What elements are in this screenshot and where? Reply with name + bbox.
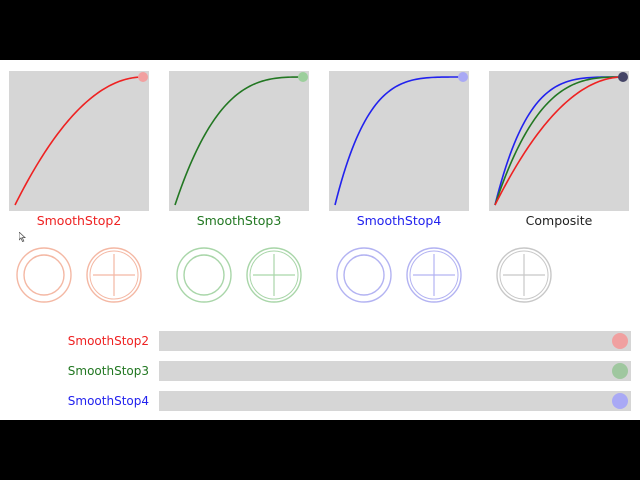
graph-smoothstop2	[9, 71, 149, 211]
slider-label-smoothstop4: SmoothStop4	[67, 394, 149, 408]
slider-knob-smoothstop3[interactable]	[612, 363, 628, 379]
graph-title-composite: Composite	[525, 213, 593, 228]
curve-end-dot	[138, 72, 148, 82]
mouse-cursor-icon	[19, 232, 27, 242]
slider-track-smoothstop2[interactable]	[159, 331, 631, 351]
curve-line	[494, 76, 623, 206]
curve-line	[174, 76, 303, 206]
crosshair-icon	[494, 245, 554, 305]
curve-line	[494, 76, 624, 206]
animation-stage: SmoothStop2 SmoothStop3 SmoothStop4 Comp…	[0, 60, 640, 420]
graph-title-smoothstop4: SmoothStop4	[356, 213, 442, 228]
graph-composite	[489, 71, 629, 211]
graph-title-smoothstop3: SmoothStop3	[196, 213, 282, 228]
ring-icon	[174, 245, 234, 305]
curve-end-dot	[458, 72, 468, 82]
curve-line	[494, 76, 623, 206]
slider-knob-smoothstop4[interactable]	[612, 393, 628, 409]
graph-smoothstop4	[329, 71, 469, 211]
slider-label-smoothstop2: SmoothStop2	[67, 334, 149, 348]
curve-plot-smoothstop2	[14, 72, 148, 206]
crosshair-icon	[84, 245, 144, 305]
ring-icon	[14, 245, 74, 305]
slider-track-smoothstop4[interactable]	[159, 391, 631, 411]
curve-end-dot	[618, 72, 628, 82]
slider-track-smoothstop3[interactable]	[159, 361, 631, 381]
graph-title-smoothstop2: SmoothStop2	[36, 213, 122, 228]
curve-plot-composite	[494, 72, 628, 206]
ring-icon	[334, 245, 394, 305]
crosshair-icon	[244, 245, 304, 305]
curve-plot-smoothstop4	[334, 72, 468, 206]
curve-plot-smoothstop3	[174, 72, 308, 206]
slider-knob-smoothstop2[interactable]	[612, 333, 628, 349]
curve-line	[334, 76, 463, 206]
crosshair-icon	[404, 245, 464, 305]
graph-smoothstop3	[169, 71, 309, 211]
slider-label-smoothstop3: SmoothStop3	[67, 364, 149, 378]
curve-end-dot	[298, 72, 308, 82]
curve-line	[14, 76, 144, 206]
